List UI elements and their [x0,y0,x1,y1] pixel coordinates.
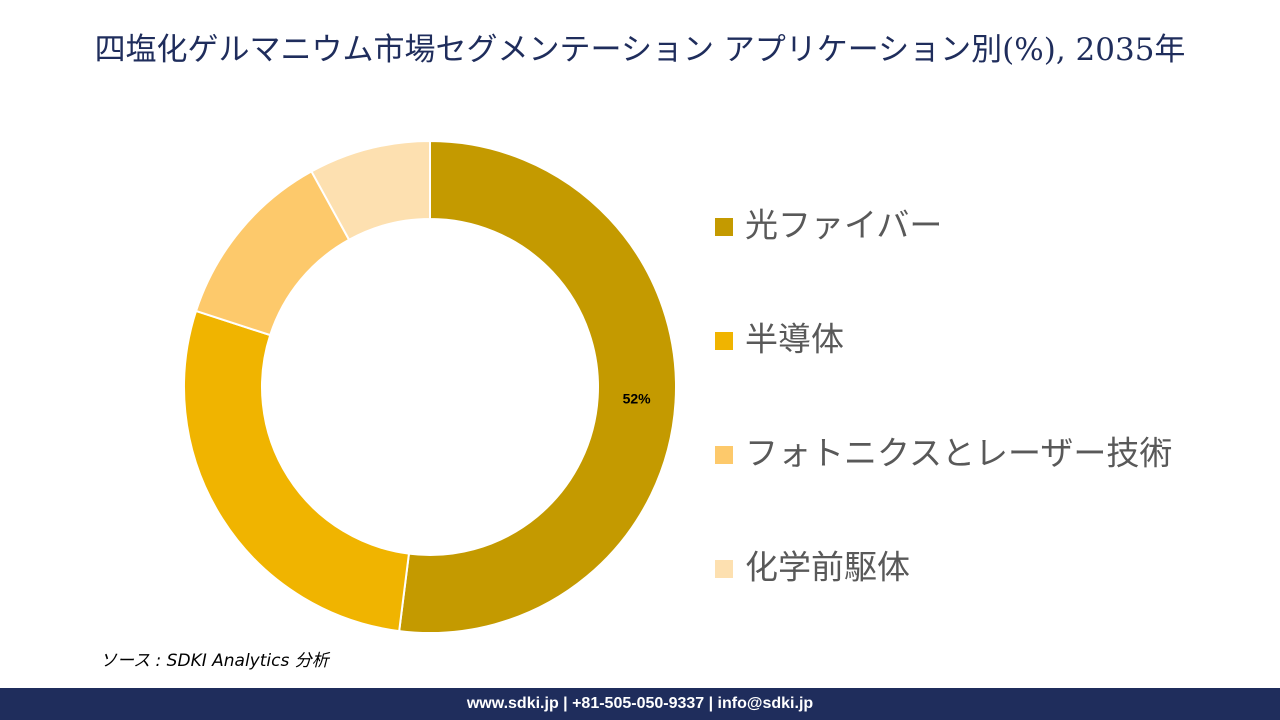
legend-label: フォトニクスとレーザー技術 [745,434,1172,473]
legend-swatch [715,446,733,464]
footer: www.sdki.jp | +81-505-050-9337 | info@sd… [0,688,1280,720]
data-label: 52% [623,391,652,407]
chart-title: 四塩化ゲルマニウム市場セグメンテーション アプリケーション別(%), 2035年 [94,32,1186,68]
donut-segment [398,139,677,634]
legend-label: 光ファイバー [745,206,942,245]
donut-segment [183,309,411,633]
donut-segment [310,139,431,242]
legend-label: 化学前駆体 [745,548,910,587]
legend-swatch [715,218,733,236]
legend-swatch [715,332,733,350]
source-note: ソース : SDKI Analytics 分析 [100,651,329,671]
legend-swatch [715,560,733,578]
legend-label: 半導体 [745,320,844,359]
